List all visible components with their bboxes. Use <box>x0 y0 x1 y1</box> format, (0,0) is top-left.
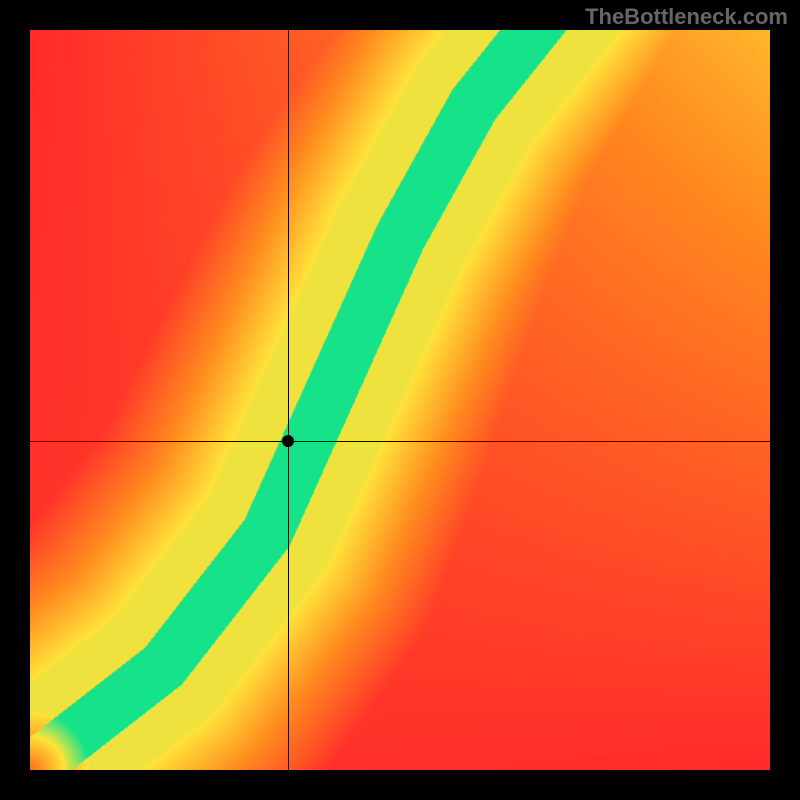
heatmap-canvas <box>30 30 770 770</box>
crosshair-horizontal <box>30 441 770 442</box>
watermark-text: TheBottleneck.com <box>585 4 788 30</box>
plot-area <box>30 30 770 770</box>
crosshair-vertical <box>288 30 289 770</box>
crosshair-dot <box>282 435 294 447</box>
